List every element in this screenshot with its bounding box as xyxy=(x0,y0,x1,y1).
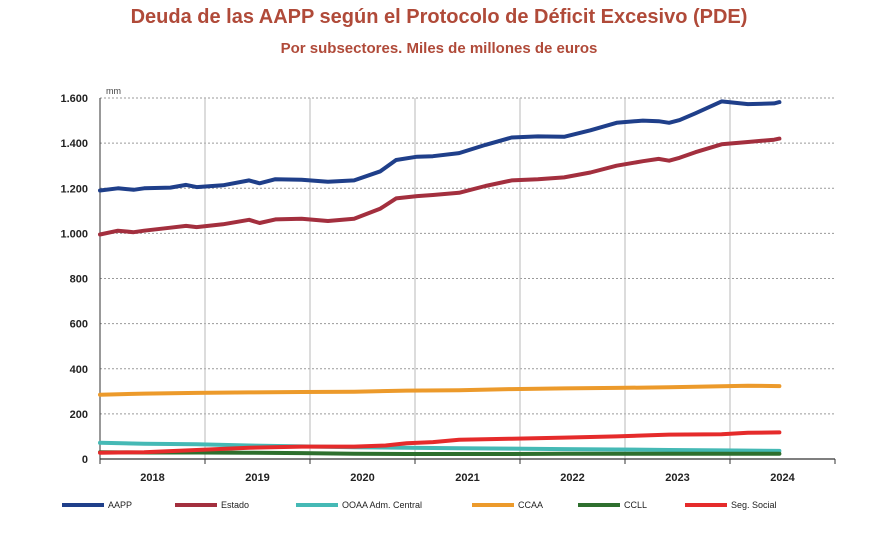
series-line-ccaa xyxy=(98,383,782,397)
y-tick-label: 800 xyxy=(70,274,88,286)
legend-label: CCAA xyxy=(518,500,543,510)
y-tick-label: 0 xyxy=(82,454,88,466)
series-line-ccll xyxy=(98,450,782,456)
y-tick-label: 400 xyxy=(70,364,88,376)
series-line-aapp xyxy=(98,99,782,193)
x-tick-label: 2023 xyxy=(665,472,689,484)
x-tick-label: 2022 xyxy=(560,472,584,484)
x-tick-label: 2021 xyxy=(455,472,479,484)
x-tick-label: 2018 xyxy=(140,472,164,484)
chart-subtitle: Por subsectores. Miles de millones de eu… xyxy=(280,40,598,57)
x-tick-label: 2024 xyxy=(770,472,795,484)
legend-label: AAPP xyxy=(108,500,132,510)
series-line-ooaa-adm-central xyxy=(98,440,782,453)
legend-label: OOAA Adm. Central xyxy=(342,500,422,510)
y-tick-label: 1.200 xyxy=(60,183,88,195)
series-line-seg-social xyxy=(98,430,782,455)
y-tick-label: 1.400 xyxy=(60,138,88,150)
legend-label: Seg. Social xyxy=(731,500,777,510)
y-tick-label: 1.000 xyxy=(60,228,88,240)
y-tick-label: 600 xyxy=(70,319,88,331)
legend-label: CCLL xyxy=(624,500,647,510)
chart-title: Deuda de las AAPP según el Protocolo de … xyxy=(130,6,748,28)
series-line-estado xyxy=(98,136,782,237)
y-tick-label: 1.600 xyxy=(60,93,88,105)
legend-label: Estado xyxy=(221,500,249,510)
y-axis-unit: mm xyxy=(106,86,121,96)
x-tick-label: 2020 xyxy=(350,472,374,484)
x-tick-label: 2019 xyxy=(245,472,269,484)
y-tick-label: 200 xyxy=(70,409,88,421)
